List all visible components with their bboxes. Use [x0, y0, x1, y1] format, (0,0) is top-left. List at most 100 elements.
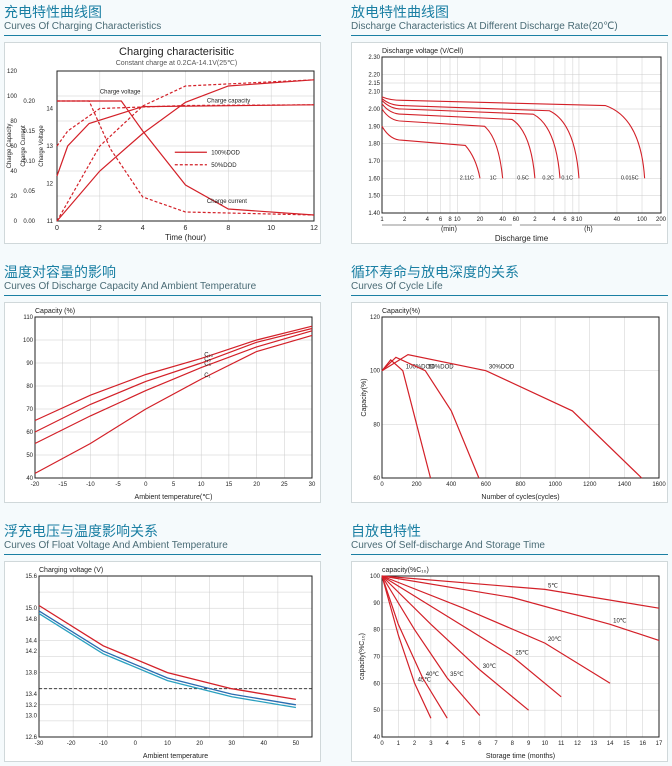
svg-text:13.4: 13.4 — [25, 692, 37, 698]
svg-text:15.6: 15.6 — [25, 574, 37, 580]
svg-text:(min): (min) — [441, 226, 457, 233]
title-en: Curves Of Float Voltage And Ambient Temp… — [4, 540, 321, 552]
svg-text:10℃: 10℃ — [613, 618, 627, 624]
svg-text:C₁₀: C₁₀ — [204, 352, 213, 358]
svg-text:20: 20 — [196, 741, 203, 747]
svg-text:0: 0 — [380, 741, 384, 747]
panel-p5: 浮充电压与温度影响关系Curves Of Float Voltage And A… — [4, 523, 321, 762]
divider — [4, 295, 321, 296]
svg-text:Charging characterisitic: Charging characterisitic — [119, 46, 234, 58]
svg-text:30: 30 — [309, 482, 316, 488]
svg-text:70: 70 — [373, 654, 380, 660]
svg-text:200: 200 — [412, 482, 423, 488]
svg-text:90: 90 — [373, 601, 380, 607]
svg-text:20: 20 — [477, 217, 484, 223]
svg-text:40: 40 — [10, 169, 17, 175]
svg-text:25℃: 25℃ — [515, 650, 529, 656]
svg-text:Charge capacity: Charge capacity — [207, 98, 250, 104]
chart: 608010012002004006008001000120014001600C… — [351, 302, 668, 503]
svg-text:7: 7 — [494, 741, 498, 747]
svg-text:40℃: 40℃ — [426, 672, 440, 678]
svg-text:2: 2 — [403, 217, 407, 223]
svg-text:4: 4 — [552, 217, 556, 223]
svg-text:2: 2 — [98, 225, 102, 232]
svg-text:80: 80 — [26, 384, 33, 390]
svg-text:90: 90 — [26, 361, 33, 367]
svg-text:2.00: 2.00 — [368, 107, 380, 113]
divider — [351, 554, 668, 555]
svg-text:0.2C: 0.2C — [542, 175, 554, 181]
svg-text:1400: 1400 — [618, 482, 632, 488]
svg-text:16: 16 — [639, 741, 646, 747]
title-cn: 浮充电压与温度影响关系 — [4, 523, 321, 540]
chart: Discharge voltage (V/Cell)1.401.501.601.… — [351, 42, 668, 244]
svg-text:2.10: 2.10 — [368, 89, 380, 95]
svg-text:0.00: 0.00 — [23, 219, 35, 225]
svg-text:0: 0 — [55, 225, 59, 232]
svg-text:13.8: 13.8 — [25, 670, 37, 676]
svg-text:20: 20 — [10, 194, 17, 200]
svg-text:8: 8 — [571, 217, 575, 223]
svg-text:100: 100 — [370, 368, 381, 374]
svg-text:10: 10 — [454, 217, 461, 223]
svg-text:Charge Voltage: Charge Voltage — [39, 124, 45, 166]
svg-text:Storage time (months): Storage time (months) — [486, 753, 555, 760]
svg-text:Charge voltage: Charge voltage — [100, 89, 141, 95]
svg-text:14: 14 — [607, 741, 614, 747]
title-en: Curves Of Discharge Capacity And Ambient… — [4, 281, 321, 293]
divider — [351, 35, 668, 36]
svg-text:8: 8 — [226, 225, 230, 232]
svg-text:2: 2 — [533, 217, 537, 223]
svg-text:2.11C: 2.11C — [460, 175, 474, 181]
svg-text:0.1C: 0.1C — [561, 175, 573, 181]
svg-text:30℃: 30℃ — [483, 664, 497, 670]
svg-text:6: 6 — [439, 217, 443, 223]
svg-text:-10: -10 — [99, 741, 108, 747]
title-en: Curves Of Self-discharge And Storage Tim… — [351, 540, 668, 552]
svg-text:70: 70 — [26, 407, 33, 413]
svg-text:200: 200 — [656, 217, 667, 223]
svg-text:2: 2 — [413, 741, 417, 747]
svg-text:-30: -30 — [35, 741, 44, 747]
svg-text:5: 5 — [172, 482, 176, 488]
divider — [4, 35, 321, 36]
svg-text:14.4: 14.4 — [25, 638, 37, 644]
svg-text:C₁: C₁ — [204, 373, 210, 379]
svg-text:5: 5 — [462, 741, 466, 747]
svg-text:10: 10 — [542, 741, 549, 747]
title-cn: 放电特性曲线图 — [351, 4, 668, 21]
svg-text:capacity(%C₁₀): capacity(%C₁₀) — [382, 567, 429, 574]
svg-text:0.015C: 0.015C — [621, 175, 639, 181]
svg-text:1.70: 1.70 — [368, 159, 380, 165]
svg-text:8: 8 — [448, 217, 452, 223]
svg-text:0: 0 — [14, 219, 18, 225]
svg-text:120: 120 — [7, 69, 18, 75]
svg-text:100: 100 — [7, 94, 18, 100]
svg-text:2.20: 2.20 — [368, 72, 380, 78]
svg-text:400: 400 — [446, 482, 457, 488]
svg-text:2.15: 2.15 — [368, 81, 380, 87]
svg-text:-5: -5 — [115, 482, 121, 488]
svg-text:13: 13 — [590, 741, 597, 747]
svg-text:Capacity(%): Capacity(%) — [382, 308, 420, 315]
svg-text:600: 600 — [481, 482, 492, 488]
svg-text:-20: -20 — [31, 482, 40, 488]
svg-text:Charge current: Charge current — [207, 199, 247, 205]
svg-text:6: 6 — [478, 741, 482, 747]
chart: Charging characterisiticConstant charge … — [4, 42, 321, 244]
svg-text:8: 8 — [511, 741, 515, 747]
svg-text:80: 80 — [373, 627, 380, 633]
svg-text:6: 6 — [563, 217, 567, 223]
svg-text:9: 9 — [527, 741, 531, 747]
svg-text:0.05: 0.05 — [23, 189, 35, 195]
svg-text:25: 25 — [281, 482, 288, 488]
svg-text:15: 15 — [623, 741, 630, 747]
svg-text:12: 12 — [46, 181, 53, 187]
svg-text:40: 40 — [614, 217, 621, 223]
svg-text:100: 100 — [637, 217, 648, 223]
svg-text:4: 4 — [426, 217, 430, 223]
svg-text:20: 20 — [253, 482, 260, 488]
chart: 405060708090100110-20-15-10-505101520253… — [4, 302, 321, 503]
svg-text:Discharge time: Discharge time — [495, 234, 549, 243]
svg-text:14: 14 — [46, 106, 53, 112]
